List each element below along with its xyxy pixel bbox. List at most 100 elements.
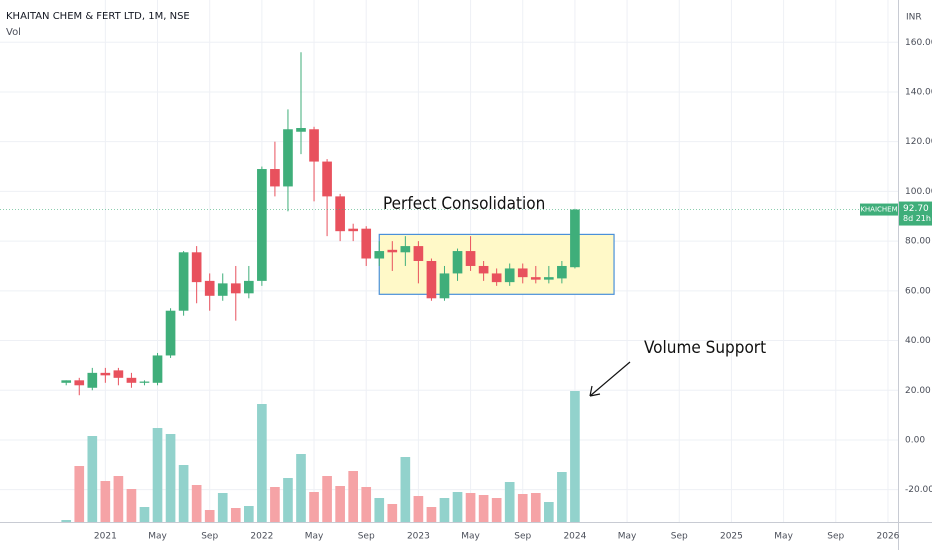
candle-body — [100, 372, 111, 376]
volume-bar — [87, 436, 98, 522]
volume-bar — [230, 508, 241, 522]
axis-corner — [899, 523, 932, 550]
x-tick-label: May — [461, 532, 480, 542]
x-tick-label: Sep — [671, 532, 688, 542]
volume-bar — [452, 492, 463, 522]
annotation: Perfect Consolidation — [383, 194, 545, 214]
candle-body — [387, 249, 398, 253]
x-tick-label: 2022 — [250, 532, 273, 542]
candle-body — [557, 265, 567, 279]
candle-body — [309, 129, 319, 162]
candle-body — [139, 381, 150, 383]
volume-bar — [465, 493, 476, 522]
candle-body — [335, 196, 345, 232]
candle-body — [204, 280, 215, 296]
volume-bar — [270, 487, 280, 522]
candle-body — [374, 251, 385, 259]
volume-bar — [204, 510, 215, 522]
annotation: Volume Support — [644, 338, 766, 358]
candle-body — [257, 169, 267, 281]
candle-body — [413, 246, 424, 261]
y-tick-label: 60.00 — [905, 286, 931, 296]
candle-body — [178, 252, 189, 311]
volume-bar — [374, 498, 385, 522]
x-tick-label: May — [148, 532, 167, 542]
candle-body — [61, 380, 72, 383]
arrow-line — [589, 361, 631, 397]
candle-body — [530, 277, 541, 280]
volume-bar — [74, 466, 85, 522]
volume-bar — [348, 471, 358, 522]
candle-body — [361, 228, 372, 259]
y-tick-label: 0.00 — [905, 435, 925, 445]
candle-body — [152, 355, 163, 383]
candle-body — [570, 209, 580, 268]
candle-body — [244, 280, 254, 294]
x-tick-label: 2023 — [407, 532, 430, 542]
candle-body — [74, 380, 85, 386]
volume-bar — [100, 481, 111, 522]
candle-body — [426, 261, 437, 299]
volume-bar — [387, 504, 398, 522]
price-tag — [899, 201, 932, 226]
candle-body — [478, 265, 489, 274]
symbol-tag — [860, 203, 898, 216]
x-tick-label: Sep — [358, 532, 375, 542]
candle-body — [165, 310, 176, 356]
candle-body — [270, 169, 280, 187]
candle-body — [465, 251, 476, 266]
volume-bar — [61, 520, 72, 522]
volume-bar — [113, 476, 124, 522]
candle-body — [504, 268, 515, 283]
x-tick-label: May — [305, 532, 324, 542]
volume-bar — [257, 404, 267, 522]
candle-body — [87, 372, 98, 388]
candle-body — [491, 273, 502, 283]
y-tick-label: -20.00 — [905, 485, 932, 495]
y-tick-label: 140.00 — [905, 87, 932, 97]
x-tick-label: 2026 — [877, 532, 900, 542]
candle-body — [126, 377, 137, 383]
x-tick-label: 2021 — [94, 532, 117, 542]
countdown-label: 8d 21h — [903, 214, 931, 223]
y-tick-label: 100.00 — [905, 187, 932, 197]
volume-bar — [439, 498, 450, 522]
candle-body — [230, 283, 241, 294]
candle-body — [283, 129, 293, 187]
volume-bar — [217, 493, 228, 522]
candle-body — [544, 277, 554, 280]
volume-bar — [400, 457, 411, 522]
volume-bar — [335, 486, 345, 522]
volume-bar — [544, 502, 554, 522]
volume-bar — [309, 492, 319, 522]
volume-bar — [322, 476, 332, 522]
y-tick-label: 160.00 — [905, 38, 932, 48]
arrow-head — [589, 385, 601, 397]
volume-bar — [530, 493, 541, 522]
volume-bar — [478, 495, 489, 522]
candle-body — [439, 273, 450, 299]
x-tick-label: Sep — [514, 532, 531, 542]
candle-body — [400, 246, 411, 253]
y-tick-label: 120.00 — [905, 137, 932, 147]
y-tick-label: 20.00 — [905, 386, 931, 396]
volume-bar — [296, 454, 306, 522]
volume-bar — [283, 478, 293, 522]
plot — [0, 52, 898, 522]
symbol-label: KHAICHEM — [860, 206, 897, 214]
volume-bar — [244, 506, 254, 522]
candle-body — [296, 128, 306, 132]
x-tick-label: May — [774, 532, 793, 542]
volume-bar — [126, 489, 137, 522]
volume-bar — [361, 487, 372, 522]
x-tick-label: Sep — [201, 532, 218, 542]
volume-bar — [165, 434, 176, 522]
x-tick-label: 2024 — [563, 532, 586, 542]
volume-bar — [557, 472, 567, 522]
volume-bar — [517, 494, 528, 522]
volume-bar — [570, 391, 580, 522]
price-tag-label: 92.70 — [903, 204, 929, 214]
volume-label: Vol — [6, 27, 21, 38]
candle-body — [452, 251, 463, 274]
